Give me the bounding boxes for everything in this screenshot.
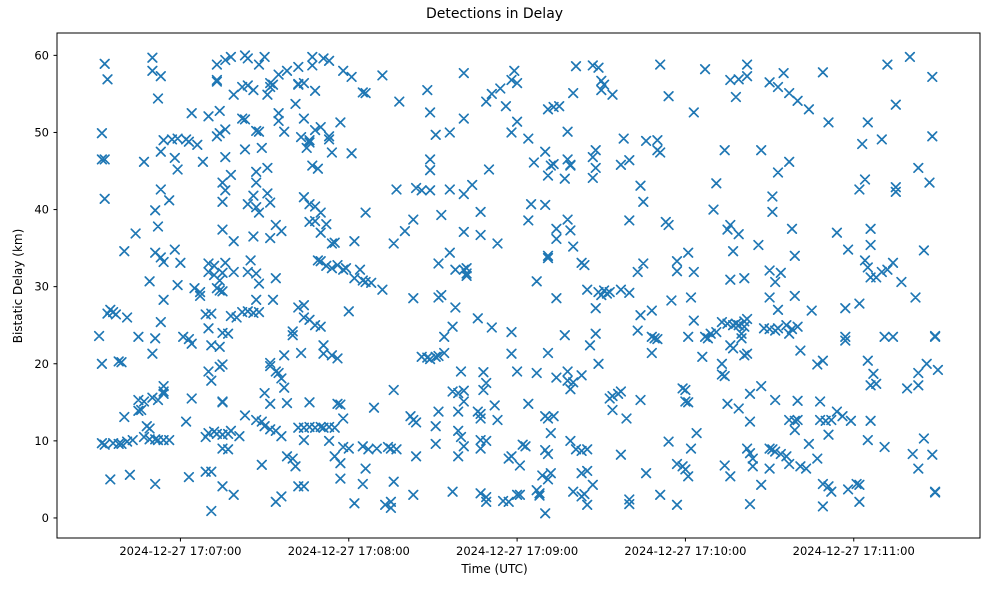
y-tick-label: 10 [34, 434, 49, 448]
y-tick-label: 20 [34, 357, 49, 371]
x-tick-label: 2024-12-27 17:10:00 [624, 544, 746, 558]
scatter-markers [93, 50, 944, 519]
y-tick-label: 30 [34, 280, 49, 294]
y-tick-label: 60 [34, 48, 49, 62]
x-tick-label: 2024-12-27 17:08:00 [288, 544, 410, 558]
y-tick-label: 50 [34, 125, 49, 139]
plot-border [56, 32, 981, 539]
y-tick-label: 0 [42, 511, 49, 525]
x-axis-label: Time (UTC) [461, 562, 528, 576]
chart-title: Detections in Delay [425, 6, 564, 22]
y-tick-label: 40 [34, 203, 49, 217]
x-tick-label: 2024-12-27 17:11:00 [793, 544, 915, 558]
x-tick-label: 2024-12-27 17:09:00 [456, 544, 578, 558]
x-tick-label: 2024-12-27 17:07:00 [119, 544, 241, 558]
